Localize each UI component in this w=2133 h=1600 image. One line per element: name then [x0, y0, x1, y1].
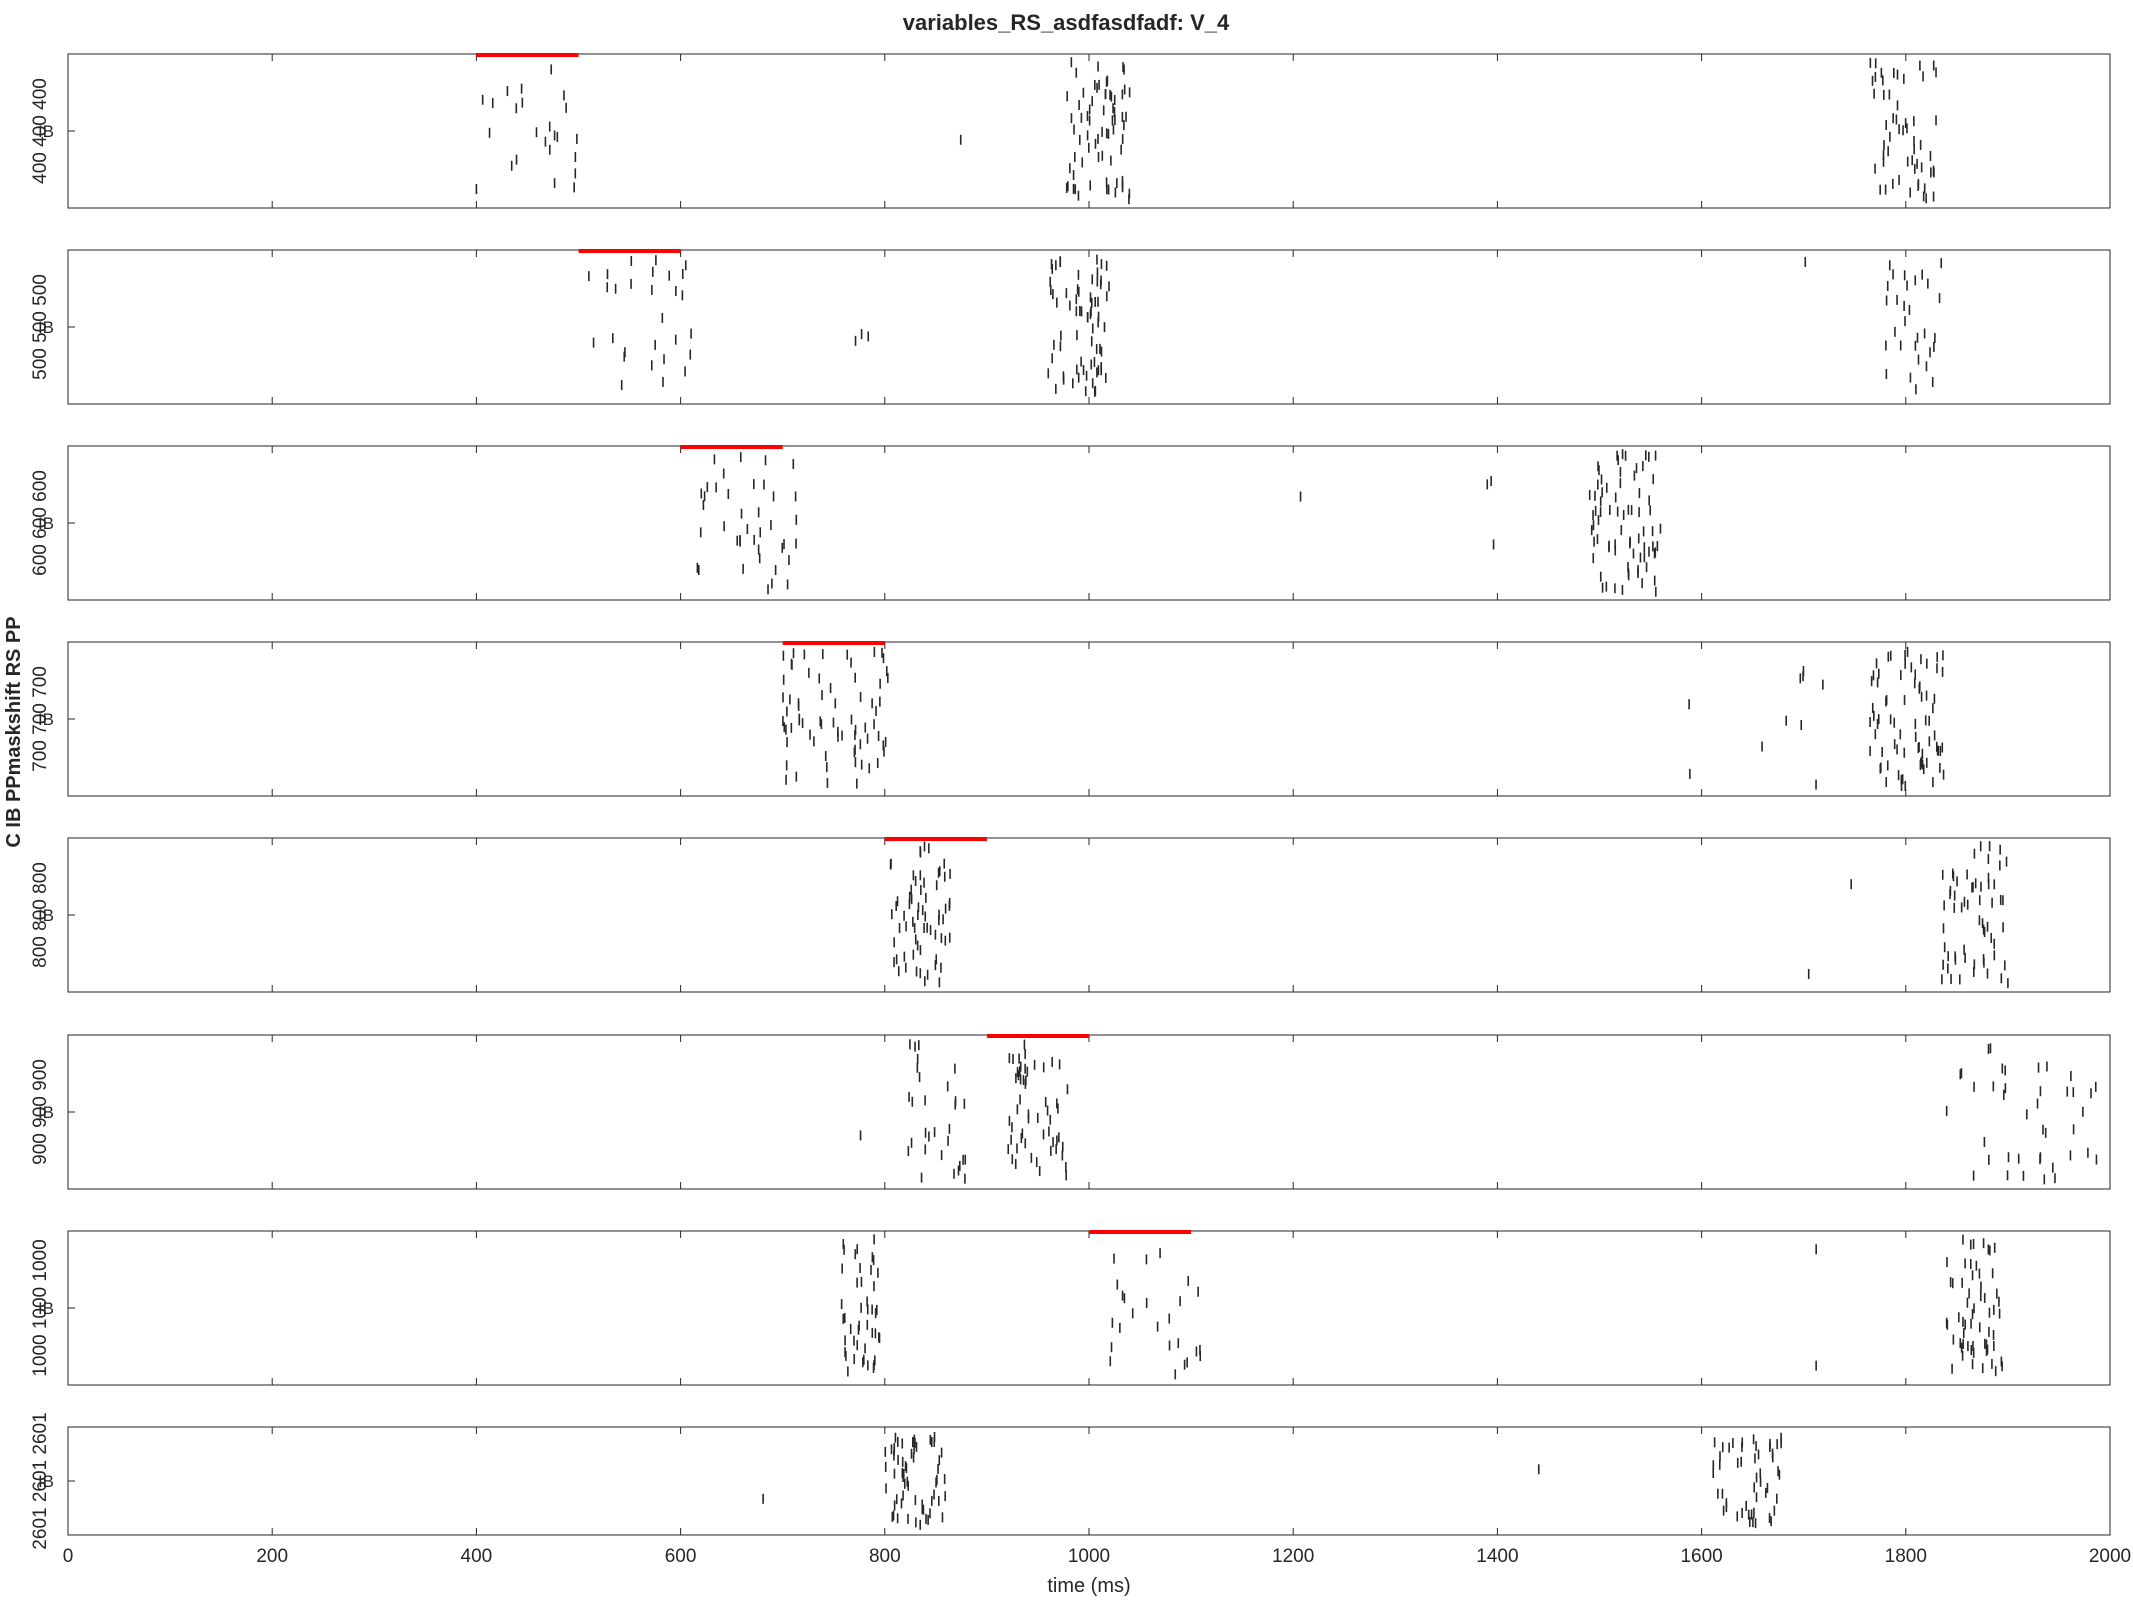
- panel-axes-box: [67, 1230, 2111, 1386]
- panel-y-axis-label: 500 500 500: [30, 274, 51, 380]
- panel-y-axis-label: 800 800 800: [30, 862, 51, 968]
- x-tick-label: 2000: [2089, 1546, 2131, 1567]
- x-tick-label: 1000: [1068, 1546, 1110, 1567]
- panel-y-axis-label: 2601 2601 2601: [30, 1412, 51, 1549]
- x-axis-label: time (ms): [1047, 1575, 1130, 1597]
- panel-axes-box: [67, 249, 2111, 405]
- panel-y-axis-label: 700 700 700: [30, 666, 51, 772]
- y-tick-label-ib: IB: [38, 318, 54, 337]
- panel-y-axis-label: 1000 1000 1000: [30, 1239, 51, 1376]
- panel-axes-box: [67, 641, 2111, 797]
- x-tick-label: 1200: [1272, 1546, 1314, 1567]
- x-tick-label: 0: [63, 1546, 74, 1567]
- panel-y-axis-label: 900 900 900: [30, 1059, 51, 1165]
- y-tick-label-ib: IB: [38, 1103, 54, 1122]
- panel-y-axis-label: 400 400 400: [30, 78, 51, 184]
- x-tick-label: 200: [256, 1546, 288, 1567]
- y-tick-label-ib: IB: [38, 906, 54, 925]
- y-tick-label-ib: IB: [38, 1472, 54, 1491]
- x-tick-label: 1400: [1476, 1546, 1518, 1567]
- y-tick-label-ib: IB: [38, 1299, 54, 1318]
- panel-y-axis-label: 600 600 600: [30, 470, 51, 576]
- x-tick-label: 1800: [1885, 1546, 1927, 1567]
- x-tick-label: 600: [665, 1546, 697, 1567]
- x-tick-label: 1600: [1680, 1546, 1722, 1567]
- figure-title: variables_RS_asdfasdfadf: V_4: [903, 10, 1230, 35]
- group-y-axis-label: C IB PPmaskshift RS PP: [3, 616, 25, 847]
- y-tick-label-ib: IB: [38, 710, 54, 729]
- panel-axes-box: [67, 53, 2111, 209]
- panel-axes-box: [67, 837, 2111, 993]
- panel-axes-box: [67, 445, 2111, 601]
- y-tick-label-ib: IB: [38, 122, 54, 141]
- panel-axes-box: [67, 1426, 2111, 1536]
- x-tick-label: 800: [869, 1546, 901, 1567]
- x-tick-label: 400: [461, 1546, 493, 1567]
- panel-axes-box: [67, 1034, 2111, 1190]
- y-tick-label-ib: IB: [38, 514, 54, 533]
